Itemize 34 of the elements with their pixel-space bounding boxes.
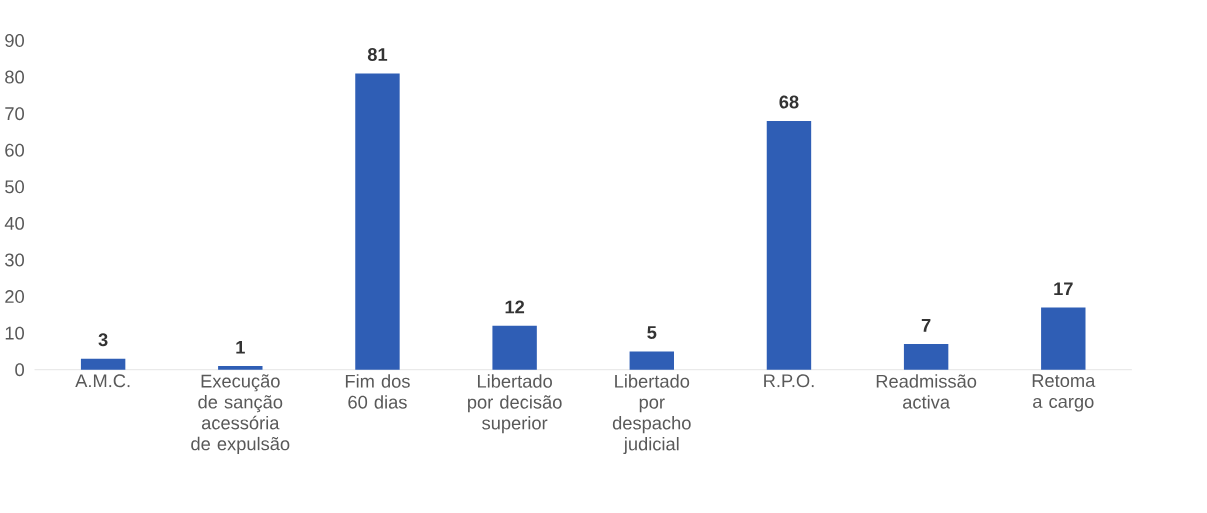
bar xyxy=(355,73,400,370)
x-tick-label: Execução de sanção acessória de expulsão xyxy=(191,374,290,454)
y-tick-label: 80 xyxy=(5,70,24,84)
y-tick-label: 10 xyxy=(5,326,24,340)
x-tick-label: Libertado por despacho judicial xyxy=(612,374,691,454)
y-tick-label: 0 xyxy=(15,363,24,376)
x-tick-label: Fim dos 60 dias xyxy=(345,374,410,409)
x-tick-label: Readmissão activa xyxy=(876,374,977,409)
data-label: 5 xyxy=(647,326,657,339)
y-tick-label: 40 xyxy=(4,216,24,230)
y-tick-label: 90 xyxy=(5,33,24,47)
y-tick-label: 60 xyxy=(5,143,24,157)
bar xyxy=(80,358,126,370)
data-label: 7 xyxy=(921,318,931,332)
data-label: 12 xyxy=(505,300,525,314)
y-tick-label: 30 xyxy=(5,253,24,267)
y-tick-label: 50 xyxy=(5,180,24,194)
x-tick-label: Retoma a cargo xyxy=(1032,374,1096,412)
x-tick-label: Libertado por decisão superior xyxy=(468,374,562,433)
data-label: 1 xyxy=(236,340,245,354)
bar xyxy=(766,120,812,370)
y-tick-label: 20 xyxy=(5,289,24,303)
bar xyxy=(903,343,949,370)
data-label: 3 xyxy=(98,333,108,347)
bar xyxy=(629,351,674,370)
y-tick-label: 70 xyxy=(5,106,24,120)
data-label: 81 xyxy=(367,47,388,61)
x-tick-label: R.P.O. xyxy=(764,374,814,388)
bar xyxy=(492,325,537,370)
bar xyxy=(1041,307,1086,370)
bar xyxy=(218,365,263,370)
data-label: 68 xyxy=(779,95,799,109)
x-tick-label: A.M.C. xyxy=(75,374,130,388)
data-label: 17 xyxy=(1054,282,1073,295)
